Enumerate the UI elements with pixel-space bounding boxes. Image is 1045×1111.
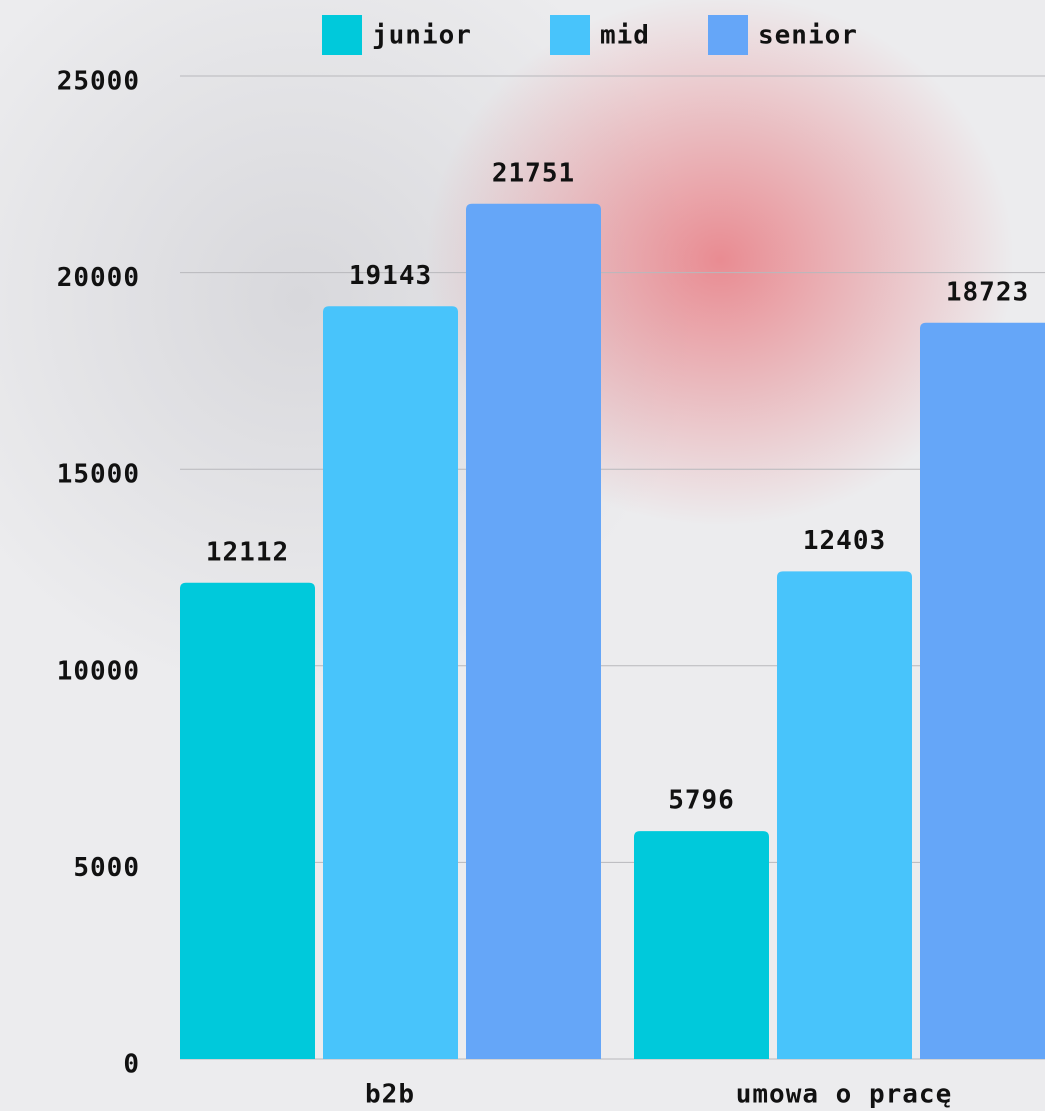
bar (777, 571, 912, 1059)
y-tick-label: 20000 (57, 263, 140, 293)
legend-swatch (322, 15, 362, 55)
bar (920, 322, 1045, 1059)
legend-swatch (708, 15, 748, 55)
y-tick-label: 0 (123, 1050, 140, 1080)
data-label: 19143 (349, 261, 432, 291)
data-label: 5796 (668, 786, 735, 816)
legend-label: mid (600, 21, 650, 51)
x-tick-label: umowa o pracę (736, 1080, 953, 1110)
data-label: 21751 (492, 158, 575, 188)
x-tick-label: b2b (365, 1080, 415, 1110)
bar (466, 203, 601, 1060)
y-tick-label: 15000 (57, 460, 140, 490)
legend-label: senior (758, 21, 858, 51)
bar (634, 831, 769, 1059)
legend-label: junior (372, 21, 472, 51)
data-label: 12403 (803, 526, 886, 556)
bar (180, 582, 315, 1059)
bar (323, 306, 458, 1059)
y-tick-label: 5000 (73, 853, 140, 883)
data-label: 18723 (946, 277, 1029, 307)
legend-swatch (550, 15, 590, 55)
y-tick-label: 25000 (57, 67, 140, 97)
data-label: 12112 (206, 537, 289, 567)
y-tick-label: 10000 (57, 656, 140, 686)
